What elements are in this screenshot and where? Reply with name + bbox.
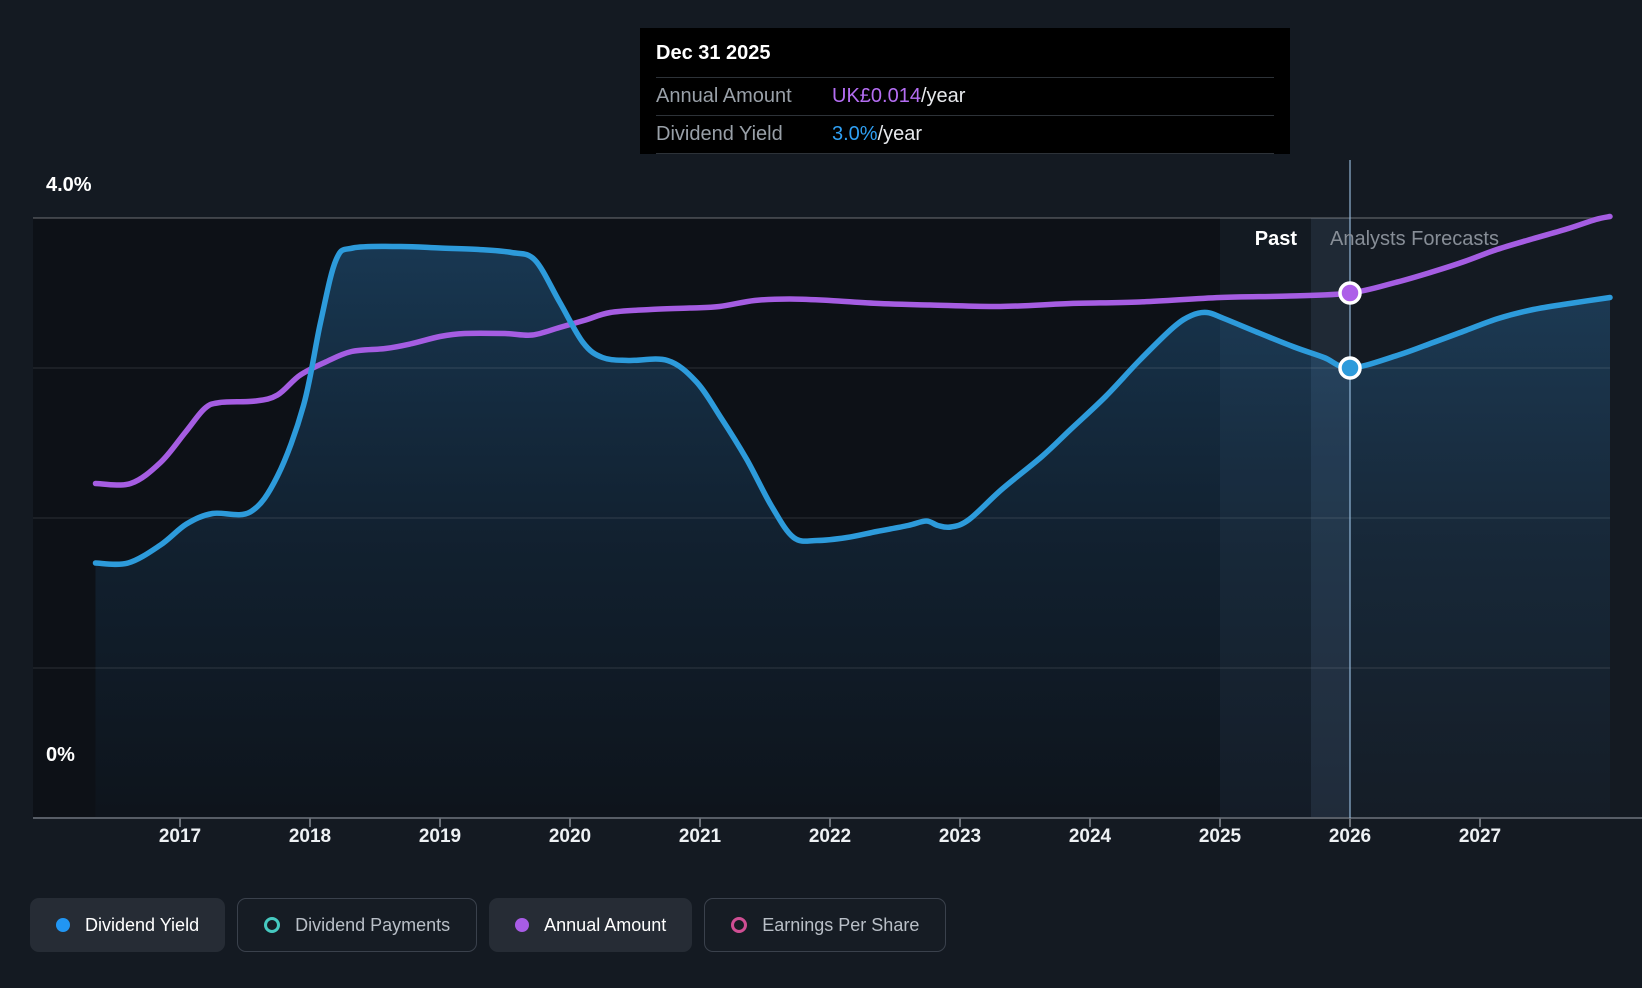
tooltip-label: Dividend Yield xyxy=(656,123,783,145)
past-section-label: Past xyxy=(1254,228,1297,250)
x-axis-label-2027: 2027 xyxy=(1458,826,1502,847)
legend-item-dividend-yield[interactable]: Dividend Yield xyxy=(30,898,226,952)
tooltip-value-suffix: /year xyxy=(877,123,923,145)
legend-label: Earnings Per Share xyxy=(762,914,920,935)
x-axis-label-2018: 2018 xyxy=(288,826,332,847)
x-axis-label-2017: 2017 xyxy=(158,826,202,847)
legend-item-earnings-per-share[interactable]: Earnings Per Share xyxy=(704,898,947,952)
annual-amount-line xyxy=(92,213,1613,488)
legend: Dividend Yield Dividend Payments Annual … xyxy=(30,898,947,952)
tooltip-row-dividend-yield: Dividend Yield 3.0% /year xyxy=(640,116,1290,153)
x-axis-label-2023: 2023 xyxy=(938,826,982,847)
tooltip-divider xyxy=(656,77,1274,78)
earnings-per-share-ring-icon xyxy=(731,917,748,933)
dividend-yield-area xyxy=(95,246,1610,818)
legend-label: Dividend Payments xyxy=(295,914,451,935)
dividend-yield-dot-icon xyxy=(56,918,70,932)
highlight-band-inner xyxy=(1311,218,1350,818)
dividend-payments-ring-icon xyxy=(264,917,281,933)
y-axis-label-4-percent: 4.0% xyxy=(46,174,92,196)
x-axis-label-2022: 2022 xyxy=(808,826,852,847)
tooltip-value-suffix: /year xyxy=(920,85,966,107)
analysts-forecasts-section-label: Analysts Forecasts xyxy=(1330,228,1499,250)
x-axis-label-2025: 2025 xyxy=(1198,826,1242,847)
x-axis-label-2020: 2020 xyxy=(548,826,592,847)
tooltip-row-annual-amount: Annual Amount UK£0.014 /year xyxy=(640,78,1290,115)
tooltip-value: 3.0% xyxy=(832,123,878,145)
y-axis-label-0-percent: 0% xyxy=(46,744,75,766)
highlight-band xyxy=(1220,218,1350,818)
tooltip-date: Dec 31 2025 xyxy=(656,42,771,64)
tooltip-divider xyxy=(656,115,1274,116)
legend-label: Dividend Yield xyxy=(85,914,200,935)
legend-item-dividend-payments[interactable]: Dividend Payments xyxy=(237,898,478,952)
chart-tooltip: Dec 31 2025 Annual Amount UK£0.014 /year… xyxy=(640,28,1290,154)
marker-annual-amount xyxy=(1338,281,1362,305)
legend-item-annual-amount[interactable]: Annual Amount xyxy=(489,898,693,952)
tooltip-label: Annual Amount xyxy=(656,85,792,107)
tooltip-divider xyxy=(656,153,1274,154)
x-axis-label-2026: 2026 xyxy=(1328,826,1372,847)
legend-label: Annual Amount xyxy=(544,914,667,935)
x-axis-label-2024: 2024 xyxy=(1068,826,1112,847)
dividend-yield-line xyxy=(92,243,1613,568)
x-axis-label-2019: 2019 xyxy=(418,826,462,847)
x-axis-label-2021: 2021 xyxy=(678,826,722,847)
annual-amount-dot-icon xyxy=(515,918,530,932)
marker-dividend-yield xyxy=(1338,356,1362,380)
tooltip-value: UK£0.014 xyxy=(832,85,921,107)
